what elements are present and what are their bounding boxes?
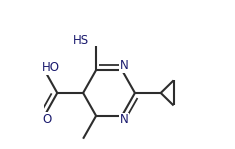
Text: N: N: [120, 114, 129, 127]
Text: N: N: [120, 59, 129, 72]
Text: O: O: [42, 113, 51, 126]
Text: HO: HO: [42, 61, 60, 74]
Text: HS: HS: [73, 34, 89, 47]
